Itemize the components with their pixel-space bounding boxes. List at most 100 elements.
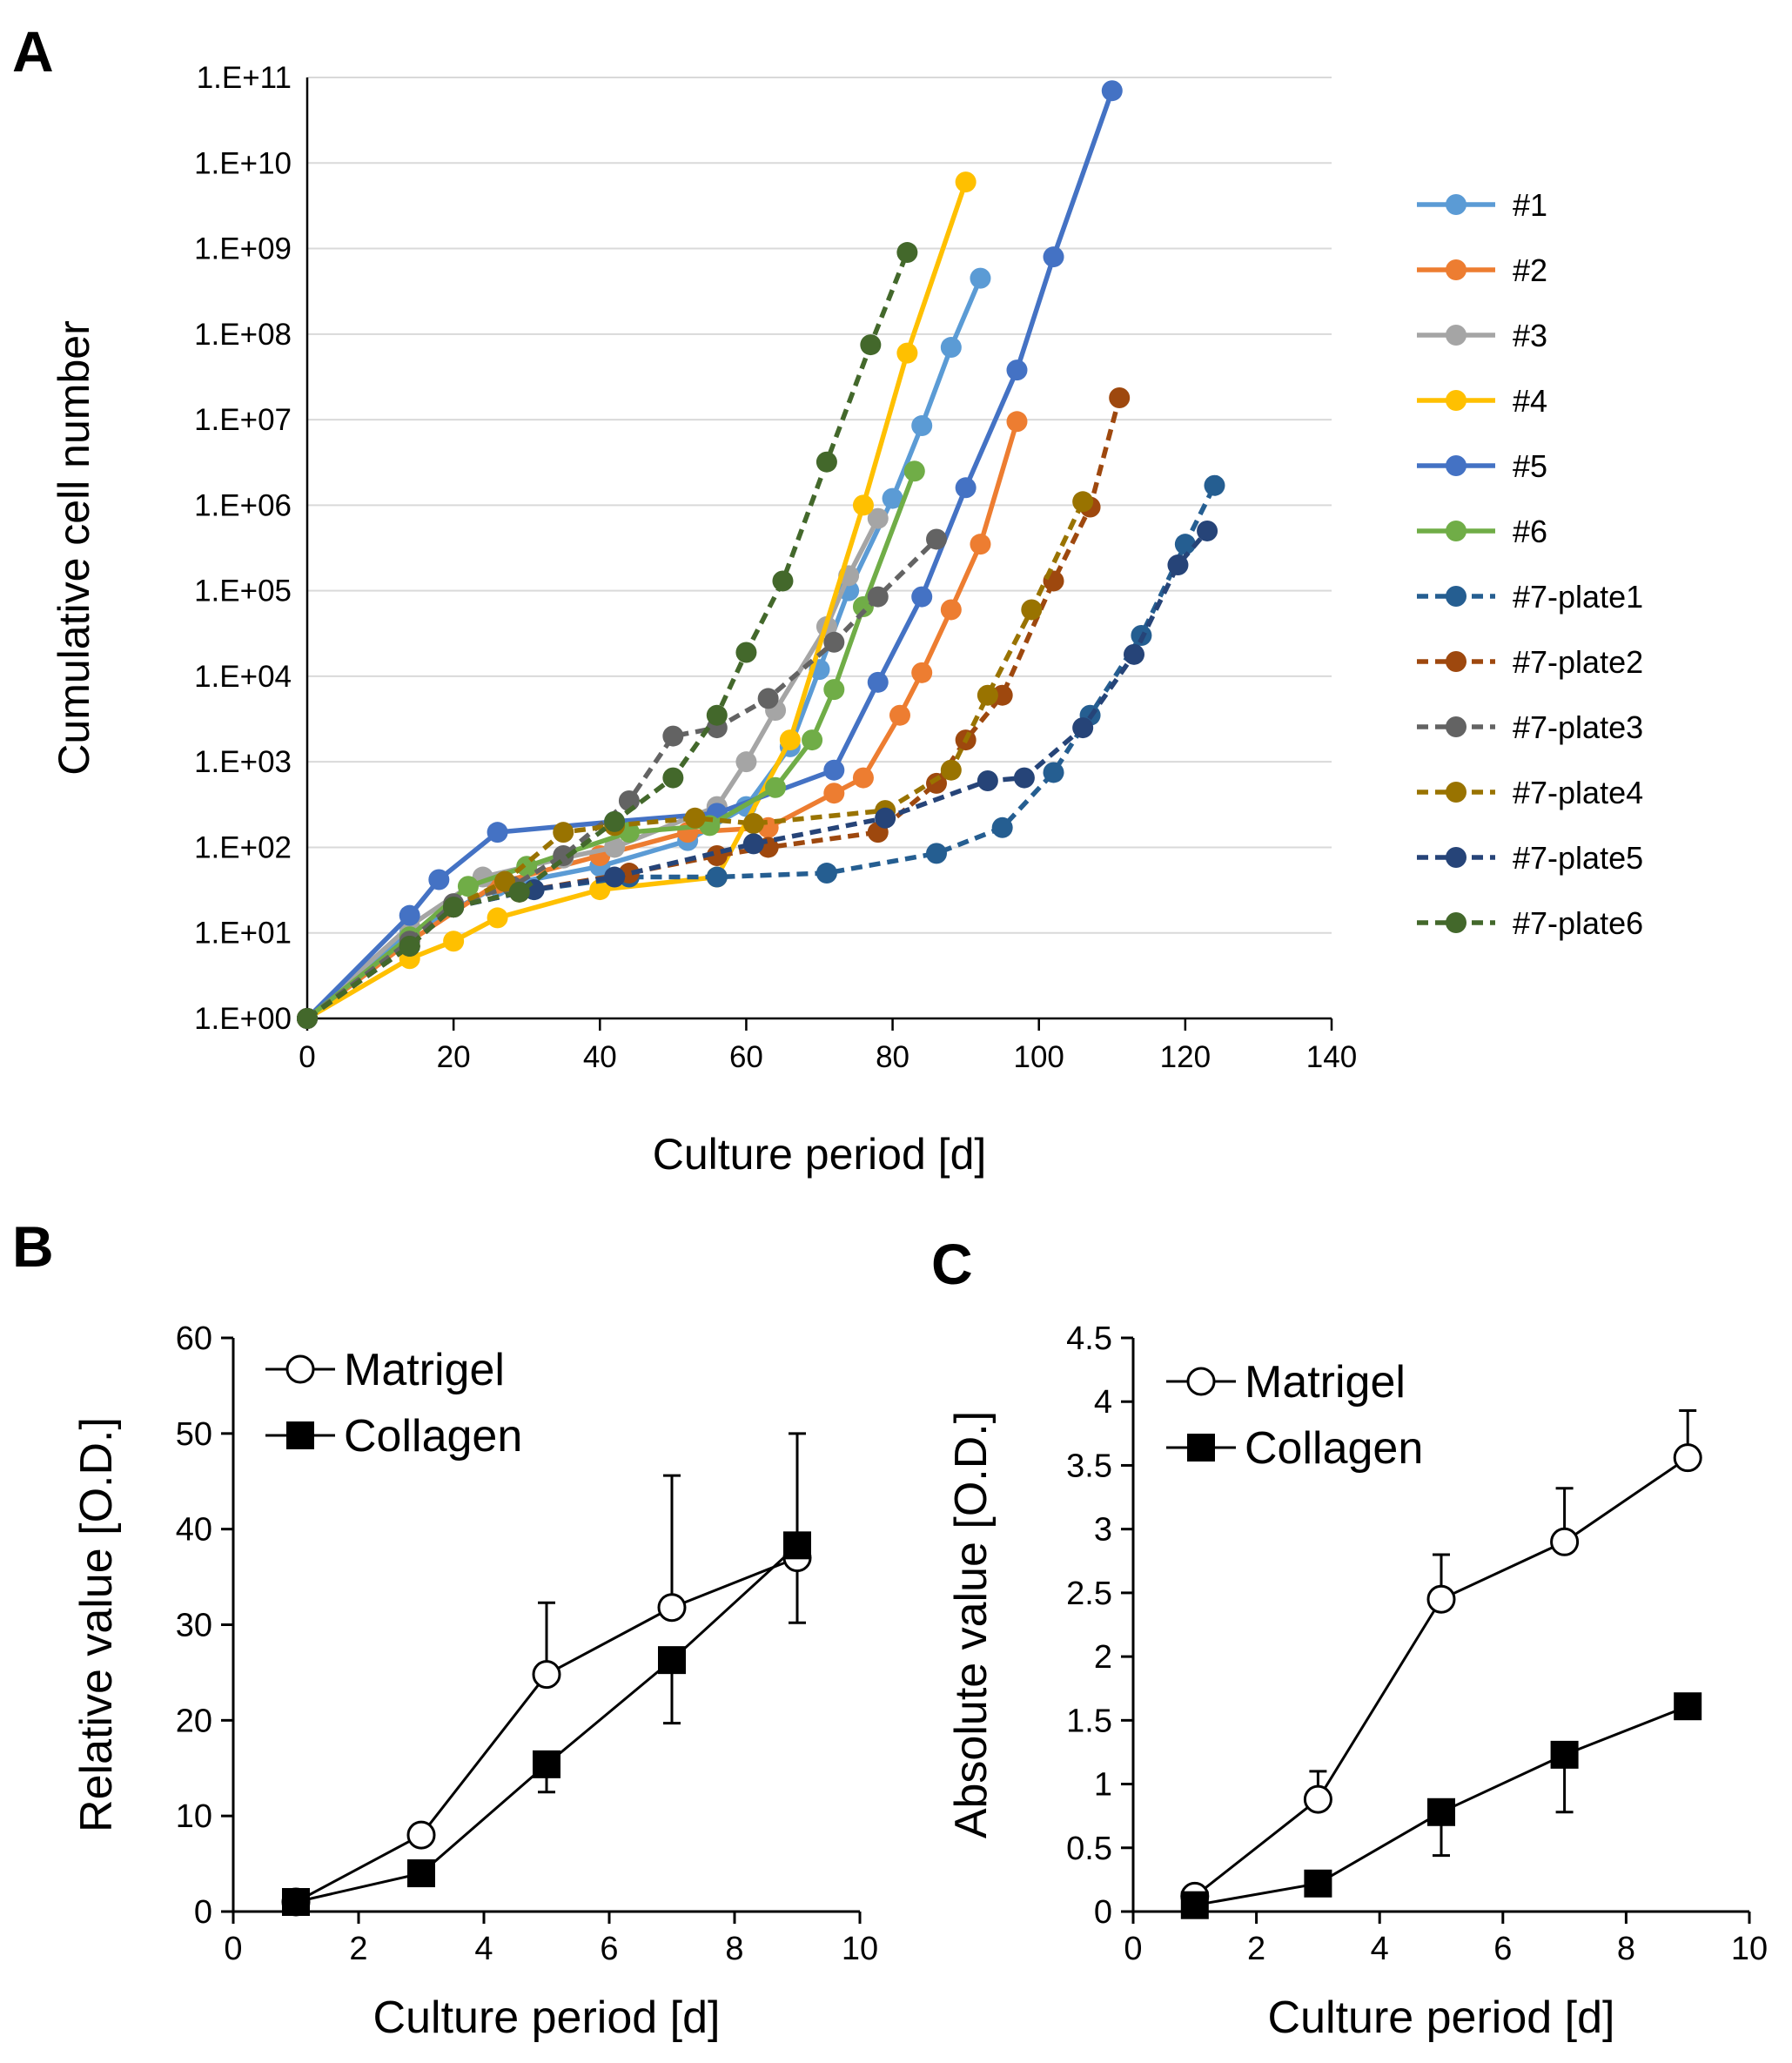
y-tick-label: 1: [1094, 1767, 1112, 1804]
data-point: [1021, 599, 1043, 621]
x-tick-label: 20: [437, 1040, 471, 1074]
y-tick-label: 1.E+05: [194, 575, 292, 608]
y-axis-title: Cumulative cell number: [50, 320, 98, 775]
y-tick-label: 1.E+08: [194, 318, 292, 352]
x-tick-label: 10: [842, 1931, 878, 1967]
series-line: [305, 181, 969, 1021]
series-line-collagen: [295, 1544, 799, 1904]
data-point: [428, 869, 450, 890]
data-point: [742, 833, 764, 855]
legend-label: #2: [1513, 252, 1547, 288]
legend-label: #3: [1513, 318, 1547, 353]
y-tick-label: 1.E+04: [194, 660, 292, 694]
x-axis-title: Culture period [d]: [373, 1992, 721, 2043]
data-point: [1124, 643, 1145, 665]
legend-label: #7-plate1: [1513, 579, 1643, 615]
data-point: [493, 870, 515, 892]
x-tick-label: 6: [600, 1931, 618, 1967]
data-point: [735, 751, 757, 773]
x-tick-label: 120: [1160, 1040, 1211, 1074]
x-axis-title: Culture period [d]: [653, 1130, 987, 1179]
data-point: [1174, 534, 1196, 555]
legend-label: #6: [1513, 514, 1547, 549]
x-tick-label: 0: [224, 1931, 242, 1967]
legend-marker: [285, 1354, 315, 1384]
y-tick-label: 0: [194, 1894, 212, 1931]
data-point: [815, 863, 837, 884]
data-point: [1013, 767, 1035, 789]
data-point-collagen: [407, 1859, 435, 1888]
data-point-collagen: [1427, 1798, 1455, 1826]
y-tick-label: 1.E+03: [194, 745, 292, 779]
data-point: [735, 642, 757, 663]
legend-marker: [1446, 259, 1466, 280]
x-tick-label: 0: [1124, 1931, 1142, 1967]
series-n7-plate5: [297, 520, 1218, 1029]
legend-marker: [1446, 847, 1466, 868]
data-point: [1006, 411, 1028, 433]
data-point-matrigel: [532, 1660, 561, 1690]
legend-label: #7-plate2: [1513, 644, 1643, 680]
data-point: [867, 507, 889, 529]
legend-label: #7-plate6: [1513, 905, 1643, 941]
data-point: [852, 596, 874, 618]
data-point: [1204, 474, 1225, 496]
legend-label: #7-plate4: [1513, 775, 1643, 810]
legend-label: #4: [1513, 383, 1547, 419]
data-point: [823, 631, 845, 653]
data-point: [1043, 246, 1064, 268]
y-tick-label: 60: [176, 1320, 212, 1357]
data-point-matrigel: [406, 1820, 436, 1850]
x-axis-title: Culture period [d]: [1268, 1992, 1615, 2043]
data-point: [911, 586, 933, 608]
data-point: [882, 487, 903, 509]
data-point: [1043, 762, 1064, 783]
data-point: [779, 729, 801, 751]
y-axis-title: Absolute value [O.D.]: [946, 1411, 997, 1838]
x-tick-label: 80: [876, 1040, 909, 1074]
data-point: [903, 460, 925, 482]
data-point-collagen: [658, 1646, 686, 1675]
data-point: [955, 477, 977, 499]
series-line: [305, 397, 1122, 1021]
data-point: [977, 684, 998, 706]
legend-marker: [1446, 716, 1466, 737]
data-point: [911, 415, 933, 437]
data-point: [815, 451, 837, 473]
legend-label: #1: [1513, 187, 1547, 223]
data-point: [852, 494, 874, 516]
x-tick-label: 4: [474, 1931, 493, 1967]
data-point: [1072, 491, 1094, 513]
y-tick-label: 1.5: [1066, 1703, 1112, 1739]
data-point-collagen: [282, 1888, 310, 1917]
series-line: [305, 251, 909, 1021]
data-point: [662, 767, 684, 789]
data-point-collagen: [1180, 1891, 1209, 1919]
data-point: [1006, 360, 1028, 381]
series-n7-plate6: [297, 242, 918, 1029]
series-n3: [297, 507, 889, 1029]
data-point-matrigel: [1673, 1443, 1702, 1473]
y-tick-label: 10: [176, 1798, 212, 1835]
x-tick-label: 60: [729, 1040, 763, 1074]
data-point: [970, 534, 991, 555]
legend-label: Matrigel: [1245, 1357, 1406, 1408]
data-point: [875, 807, 896, 829]
data-point: [765, 776, 787, 798]
data-point: [991, 684, 1013, 706]
y-tick-label: 1.E+01: [194, 917, 292, 951]
y-tick-label: 30: [176, 1608, 212, 1644]
legend-marker: [1446, 455, 1466, 476]
x-tick-label: 10: [1731, 1931, 1768, 1967]
data-point-matrigel: [1550, 1527, 1580, 1556]
x-tick-label: 8: [725, 1931, 743, 1967]
y-tick-label: 50: [176, 1416, 212, 1453]
legend-marker: [1446, 651, 1466, 672]
data-point-collagen: [533, 1750, 560, 1778]
data-point: [896, 242, 918, 264]
y-tick-label: 3.5: [1066, 1448, 1112, 1484]
data-point: [706, 866, 728, 888]
x-tick-label: 0: [299, 1040, 315, 1074]
y-tick-label: 1.E+09: [194, 232, 292, 266]
x-tick-label: 40: [583, 1040, 617, 1074]
